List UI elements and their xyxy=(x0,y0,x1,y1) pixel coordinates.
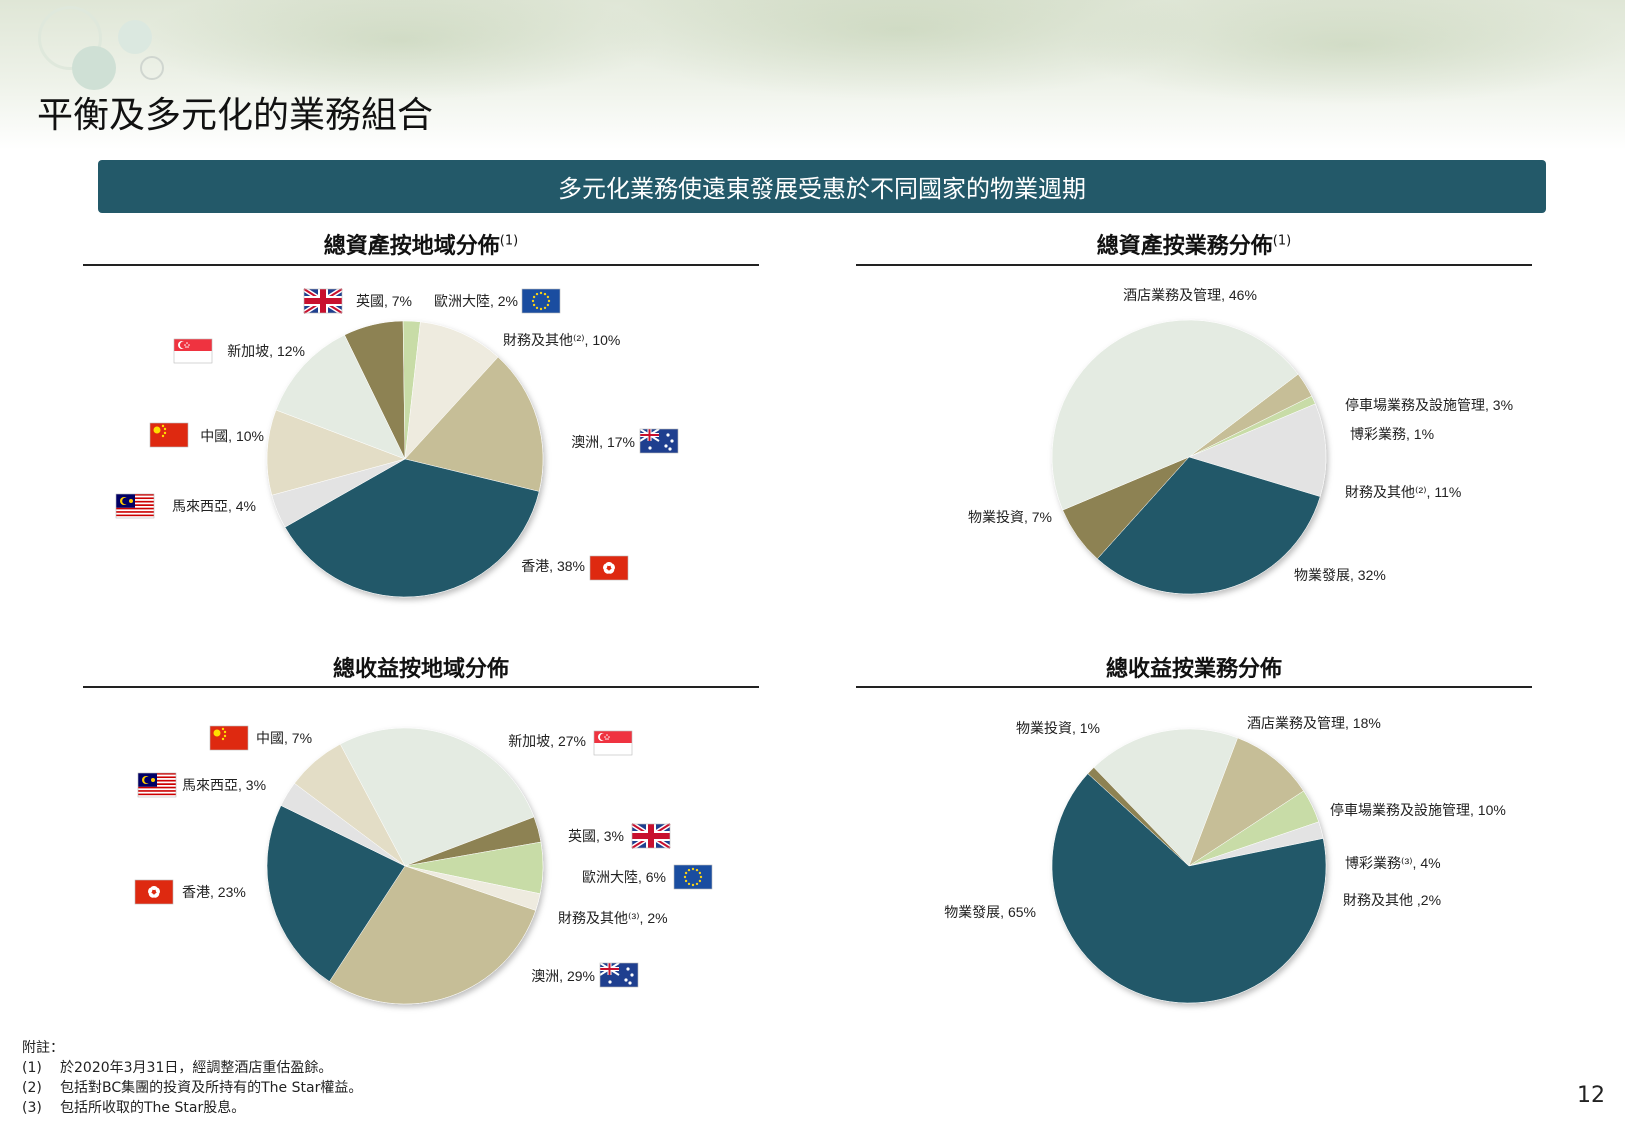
slice-label: 香港, 23% xyxy=(182,884,246,900)
page-number: 12 xyxy=(1577,1083,1605,1108)
slice-label: 新加坡, 27% xyxy=(508,733,586,749)
slice-label: 酒店業務及管理, 46% xyxy=(1123,287,1257,303)
footnotes: 附註： (1) 於2020年3月31日，經調整酒店重估盈餘。 (2) 包括對BC集團… xyxy=(22,1038,362,1118)
footnote-text: 包括所收取的The Star股息。 xyxy=(60,1100,246,1116)
slice-label: 澳洲, 17% xyxy=(571,434,635,450)
banner: 多元化業務使遠東發展受惠於不同國家的物業週期 xyxy=(98,160,1546,213)
slice-label: 物業投資, 1% xyxy=(1016,720,1100,736)
eu-flag-icon xyxy=(673,864,713,890)
pie-slice xyxy=(329,865,536,1005)
footnote-item: (3) 包括所收取的The Star股息。 xyxy=(22,1098,362,1118)
hong-kong-flag-icon xyxy=(589,555,629,581)
slice-label: 博彩業務, 1% xyxy=(1350,426,1434,442)
singapore-flag-icon xyxy=(593,730,633,756)
pie-chart xyxy=(266,320,544,598)
slice-label: 馬來西亞, 4% xyxy=(172,498,256,514)
pie-chart xyxy=(266,727,544,1005)
pie-slice xyxy=(1188,737,1304,867)
section-rule xyxy=(856,686,1532,688)
slice-label: 物業投資, 7% xyxy=(968,509,1052,525)
pie-chart xyxy=(1051,728,1327,1004)
australia-flag-icon xyxy=(599,962,639,988)
slice-label: 財務及其他⁽³⁾, 2% xyxy=(558,910,668,926)
pie-slice xyxy=(1087,767,1190,867)
slice-label: 財務及其他 ,2% xyxy=(1343,892,1441,908)
slice-label: 物業發展, 32% xyxy=(1294,567,1386,583)
section-rule xyxy=(83,686,759,688)
hong-kong-flag-icon xyxy=(134,879,174,905)
slice-label: 歐洲大陸, 2% xyxy=(434,293,518,309)
banner-text: 多元化業務使遠東發展受惠於不同國家的物業週期 xyxy=(558,175,1086,203)
australia-flag-icon xyxy=(639,428,679,454)
chart-title-text: 總資產按地域分佈 xyxy=(323,234,500,259)
uk-flag-icon xyxy=(630,821,672,851)
footnote-number: (1) xyxy=(22,1060,42,1076)
slice-label: 停車場業務及設施管理, 3% xyxy=(1345,397,1513,413)
chart-title-assets-geo: 總資產按地域分佈(1) xyxy=(83,228,759,260)
chart-title-text: 總收益按業務分佈 xyxy=(1105,657,1282,682)
slice-label: 澳洲, 29% xyxy=(531,968,595,984)
page-title: 平衡及多元化的業務組合 xyxy=(37,95,434,136)
footnotes-heading: 附註： xyxy=(22,1040,64,1056)
slice-label: 歐洲大陸, 6% xyxy=(582,869,666,885)
footnote-item: (1) 於2020年3月31日，經調整酒店重估盈餘。 xyxy=(22,1058,362,1078)
footnote-item: (2) 包括對BC集團的投資及所持有的The Star權益。 xyxy=(22,1078,362,1098)
slice-label: 新加坡, 12% xyxy=(227,343,305,359)
pie-slice xyxy=(404,321,499,460)
slice-label: 停車場業務及設施管理, 10% xyxy=(1330,802,1506,818)
pie-slice xyxy=(339,727,535,867)
decorative-circle-icon xyxy=(140,56,164,80)
chart-title-note: (1) xyxy=(1272,233,1292,249)
pie-slice xyxy=(404,356,544,492)
decorative-circle-icon xyxy=(72,46,116,90)
pie-slice xyxy=(1051,773,1327,1004)
pie-slice xyxy=(1096,456,1321,595)
slice-label: 香港, 38% xyxy=(521,558,585,574)
pie-slice xyxy=(294,743,406,867)
uk-flag-icon xyxy=(302,286,344,316)
header-foliage-background xyxy=(0,0,1625,150)
singapore-flag-icon xyxy=(173,338,213,364)
eu-flag-icon xyxy=(521,288,561,314)
chart-title-revenue-business: 總收益按業務分佈 xyxy=(856,651,1532,683)
footnote-number: (2) xyxy=(22,1080,42,1096)
china-flag-icon xyxy=(209,725,249,751)
pie-slice xyxy=(1093,728,1238,867)
section-rule xyxy=(856,264,1532,266)
malaysia-flag-icon xyxy=(115,493,155,519)
pie-slice xyxy=(266,409,406,496)
slice-label: 財務及其他⁽²⁾, 10% xyxy=(503,332,620,348)
chart-title-text: 總收益按地域分佈 xyxy=(332,657,509,682)
footnote-text: 於2020年3月31日，經調整酒店重估盈餘。 xyxy=(60,1060,333,1076)
malaysia-flag-icon xyxy=(137,772,177,798)
china-flag-icon xyxy=(149,422,189,448)
slice-label: 英國, 7% xyxy=(356,293,412,309)
slice-label: 中國, 7% xyxy=(256,730,312,746)
footnote-number: (3) xyxy=(22,1100,42,1116)
section-rule xyxy=(83,264,759,266)
decorative-circle-icon xyxy=(38,6,102,70)
pie-chart xyxy=(1051,319,1327,595)
slice-label: 中國, 10% xyxy=(200,428,264,444)
pie-slice xyxy=(1051,319,1299,511)
pie-slice xyxy=(284,458,540,598)
slice-label: 財務及其他⁽²⁾, 11% xyxy=(1345,484,1461,500)
chart-title-assets-business: 總資產按業務分佈(1) xyxy=(856,228,1532,260)
slice-label: 博彩業務⁽³⁾, 4% xyxy=(1345,855,1441,871)
pie-slice xyxy=(266,805,406,982)
decorative-circle-icon xyxy=(118,20,152,54)
chart-title-note: (1) xyxy=(499,233,519,249)
slice-label: 物業發展, 65% xyxy=(944,904,1036,920)
pie-slice xyxy=(1188,403,1327,497)
slice-label: 酒店業務及管理, 18% xyxy=(1247,715,1381,731)
chart-title-text: 總資產按業務分佈 xyxy=(1096,234,1273,259)
chart-title-revenue-geo: 總收益按地域分佈 xyxy=(83,651,759,683)
footnote-text: 包括對BC集團的投資及所持有的The Star權益。 xyxy=(60,1080,363,1096)
pie-slice xyxy=(275,334,406,460)
slice-label: 馬來西亞, 3% xyxy=(182,777,266,793)
slice-label: 英國, 3% xyxy=(568,828,624,844)
